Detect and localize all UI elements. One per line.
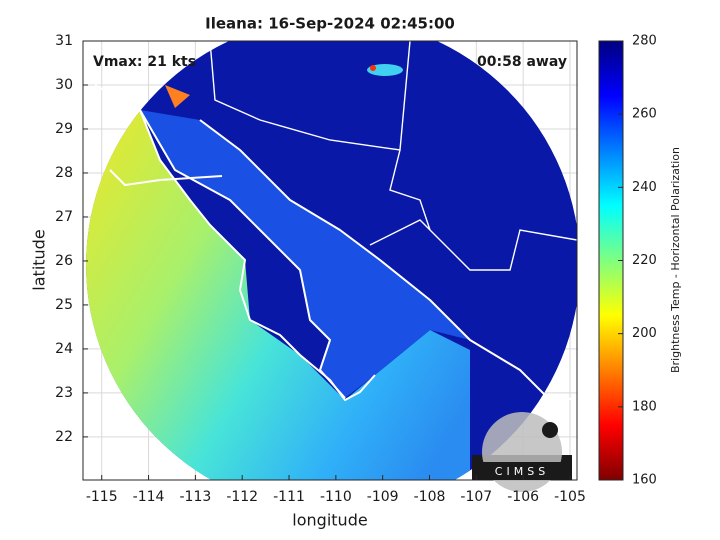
x-tick-label: -108 [414,489,446,505]
swath [86,41,577,480]
coastline-gulf-west [139,109,346,399]
x-axis-label: longitude [292,511,367,530]
annotation: Vmax: 21 kts [93,54,196,70]
x-tick-label: -112 [226,489,258,505]
cloud-spot [367,64,403,76]
warm-spot [165,85,190,108]
annotation: 00:58 away [477,54,567,70]
colorbar-tick-label: 220 [632,253,657,268]
x-tick-label: -105 [554,489,586,505]
chart-title: Ileana: 16-Sep-2024 02:45:00 [205,15,455,33]
colorbar-tick-label: 180 [632,399,657,414]
y-tick-label: 27 [55,209,73,225]
x-tick-label: -115 [86,489,118,505]
x-tick-label: -111 [273,489,305,505]
logo-tower [542,422,558,438]
colorbar-tick-label: 280 [632,34,657,49]
coastline-mainland [199,119,577,401]
cloud-core [370,65,376,71]
colorbar-tick-label: 160 [632,473,657,488]
y-tick-label: 25 [55,297,73,313]
y-tick-label: 23 [55,385,73,401]
y-tick-label: 26 [55,253,73,269]
colorbar-tick-label: 200 [632,326,657,341]
coastline-north [109,169,223,186]
y-tick-label: 29 [55,121,73,137]
state-borders [209,41,577,271]
colorbar-label: Brightness Temp - Horizontal Polarizatio… [669,147,682,373]
colorbar-tick-label: 260 [632,107,657,122]
x-tick-label: -114 [133,489,165,505]
y-tick-label: 30 [55,77,73,93]
x-tick-label: -109 [367,489,399,505]
logo-text: CIMSS [495,465,549,478]
colorbar-tick-label: 240 [632,180,657,195]
x-tick-label: -110 [320,489,352,505]
y-tick-label: 24 [55,341,73,357]
y-tick-label: 31 [55,33,73,49]
y-tick-label: 22 [55,429,73,445]
x-tick-label: -106 [507,489,539,505]
gulf-bt [140,110,470,398]
logo: CIMSS [472,412,572,492]
x-tick-label: -107 [460,489,492,505]
y-axis-label: latitude [30,229,49,290]
logo-base [472,462,572,480]
x-tick-label: -113 [179,489,211,505]
y-tick-label: 28 [55,165,73,181]
